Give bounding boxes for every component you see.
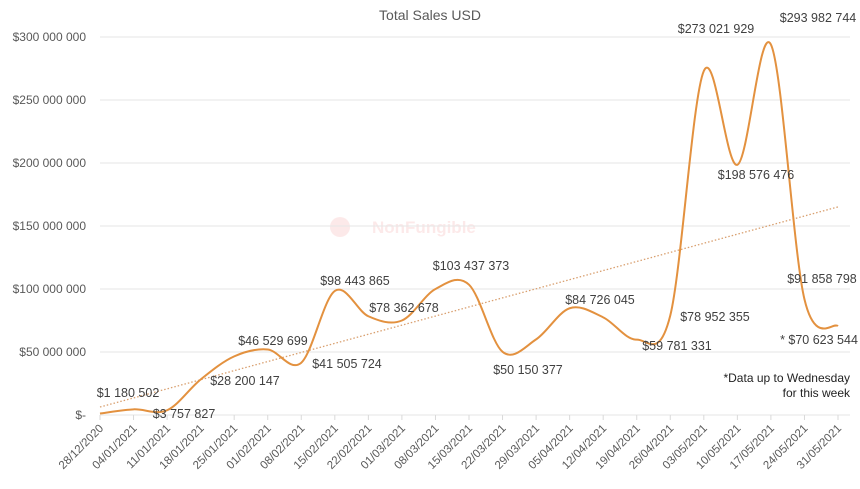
data-label: $3 757 827 [153, 407, 216, 421]
data-label: * $70 623 544 [780, 333, 858, 347]
data-label: $103 437 373 [433, 259, 510, 273]
data-label: $98 443 865 [320, 274, 390, 288]
y-tick-label: $- [75, 408, 86, 422]
y-tick-label: $300 000 000 [13, 30, 87, 44]
data-label: $198 576 476 [718, 168, 795, 182]
y-tick-label: $50 000 000 [19, 345, 86, 359]
watermark-logo: NonFungible [330, 217, 476, 237]
data-label: $78 952 355 [680, 310, 750, 324]
data-label: $46 529 699 [238, 334, 308, 348]
y-tick-label: $200 000 000 [13, 156, 87, 170]
annotation-line-2: for this week [783, 386, 851, 400]
watermark-text: NonFungible [372, 218, 476, 237]
data-label: $78 362 678 [369, 301, 439, 315]
data-label: $59 781 331 [642, 339, 712, 353]
data-label: $1 180 502 [97, 386, 160, 400]
annotation-line-1: *Data up to Wednesday [723, 371, 850, 385]
chart-title: Total Sales USD [379, 7, 481, 23]
y-tick-label: $250 000 000 [13, 93, 87, 107]
y-tick-label: $100 000 000 [13, 282, 87, 296]
data-label: $28 200 147 [210, 374, 280, 388]
data-label: $91 858 798 [787, 272, 857, 286]
y-tick-label: $150 000 000 [13, 219, 87, 233]
data-label: $41 505 724 [312, 357, 382, 371]
data-label: $50 150 377 [493, 363, 563, 377]
data-label: $293 982 744 [780, 11, 857, 25]
data-label: $84 726 045 [565, 293, 635, 307]
data-label: $273 021 929 [678, 22, 755, 36]
